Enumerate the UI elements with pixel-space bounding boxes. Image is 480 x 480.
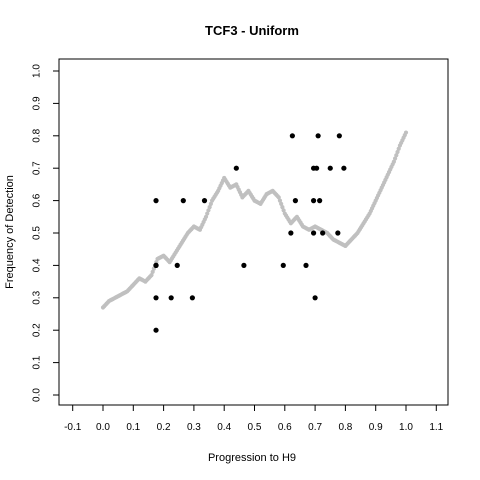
x-tick-label: 0.2: [157, 422, 171, 433]
x-tick-label: 0.1: [126, 422, 140, 433]
y-tick-label: 0.4: [32, 258, 43, 272]
smoothed-point: [394, 153, 399, 158]
x-tick-label: 1.0: [399, 422, 413, 433]
data-point: [310, 198, 317, 204]
data-point: [314, 165, 320, 171]
smoothed-point: [403, 130, 409, 135]
smoothed-point: [205, 211, 210, 216]
y-tick-label: 0.1: [32, 355, 43, 369]
data-point: [189, 295, 195, 301]
data-point: [233, 165, 239, 171]
data-point: [280, 262, 286, 268]
smoothed-point: [207, 204, 212, 210]
y-axis-title: Frequency of Detection: [4, 175, 16, 289]
smoothed-point: [276, 195, 281, 200]
x-tick-label: 0.5: [248, 422, 262, 433]
x-axis-title: Progression to H9: [208, 452, 296, 464]
smoothed-point: [281, 208, 286, 213]
points-series: [153, 133, 347, 333]
data-point: [201, 198, 208, 204]
y-axis: 0.0 0.1 0.2 0.3 0.4 0.5 0.6 0.7 0.8 0.9 1.0: [32, 64, 60, 402]
x-tick-label: 0.0: [96, 422, 110, 433]
smoothed-point: [391, 159, 396, 164]
y-tick-label: 1.0: [32, 64, 43, 78]
smoothed-point: [208, 201, 213, 206]
x-tick-label: 0.9: [369, 422, 383, 433]
data-point: [315, 133, 321, 139]
smoothed-point: [392, 156, 398, 161]
y-tick-label: 0.5: [32, 226, 43, 240]
y-tick-label: 0.3: [32, 290, 43, 304]
data-point: [153, 295, 159, 301]
data-point: [341, 165, 347, 171]
x-tick-label: 1.1: [429, 422, 443, 433]
data-point: [168, 295, 174, 301]
data-point: [336, 133, 342, 139]
data-point: [288, 230, 294, 236]
data-point: [241, 262, 247, 268]
smoothed-point: [206, 208, 211, 213]
data-point: [180, 198, 186, 204]
y-tick-label: 0.0: [32, 388, 43, 402]
smoothed-point: [395, 149, 400, 155]
x-tick-label: 0.8: [338, 422, 352, 433]
data-point: [320, 230, 326, 236]
data-point: [327, 165, 333, 171]
smoothed-series: [100, 130, 409, 310]
data-point: [174, 262, 180, 268]
smoothed-point: [280, 204, 285, 210]
x-axis: -0.1 0.0 0.1 0.2 0.3 0.4 0.5 0.6 0.7 0.8 0.9 1.0 1.1: [64, 404, 444, 433]
data-point: [153, 327, 159, 333]
smoothed-point: [149, 273, 154, 278]
data-point: [292, 198, 298, 204]
plot-frame: [58, 58, 449, 406]
x-tick-label: 0.6: [278, 422, 292, 433]
chart-title: TCF3 - Uniform: [205, 23, 299, 38]
data-point: [153, 198, 159, 204]
data-point: [310, 230, 317, 236]
x-tick-label: 0.7: [308, 422, 322, 433]
y-tick-label: 0.9: [32, 96, 43, 110]
data-point: [303, 262, 309, 268]
smoothed-point: [396, 146, 401, 151]
data-point: [153, 262, 159, 268]
data-point: [335, 230, 341, 236]
data-point: [312, 295, 318, 301]
data-point: [317, 198, 323, 204]
data-point: [289, 133, 295, 139]
y-tick-label: 0.7: [32, 161, 43, 175]
x-tick-label: 0.3: [187, 422, 201, 433]
x-tick-label: 0.4: [217, 422, 231, 433]
smoothed-point: [277, 198, 283, 203]
smoothed-point: [150, 269, 155, 274]
y-tick-label: 0.8: [32, 128, 43, 142]
x-tick-label: -0.1: [64, 422, 82, 433]
y-tick-label: 0.2: [32, 323, 43, 337]
smoothed-point: [279, 201, 284, 206]
y-tick-label: 0.6: [32, 193, 43, 207]
smoothed-point: [203, 214, 209, 219]
